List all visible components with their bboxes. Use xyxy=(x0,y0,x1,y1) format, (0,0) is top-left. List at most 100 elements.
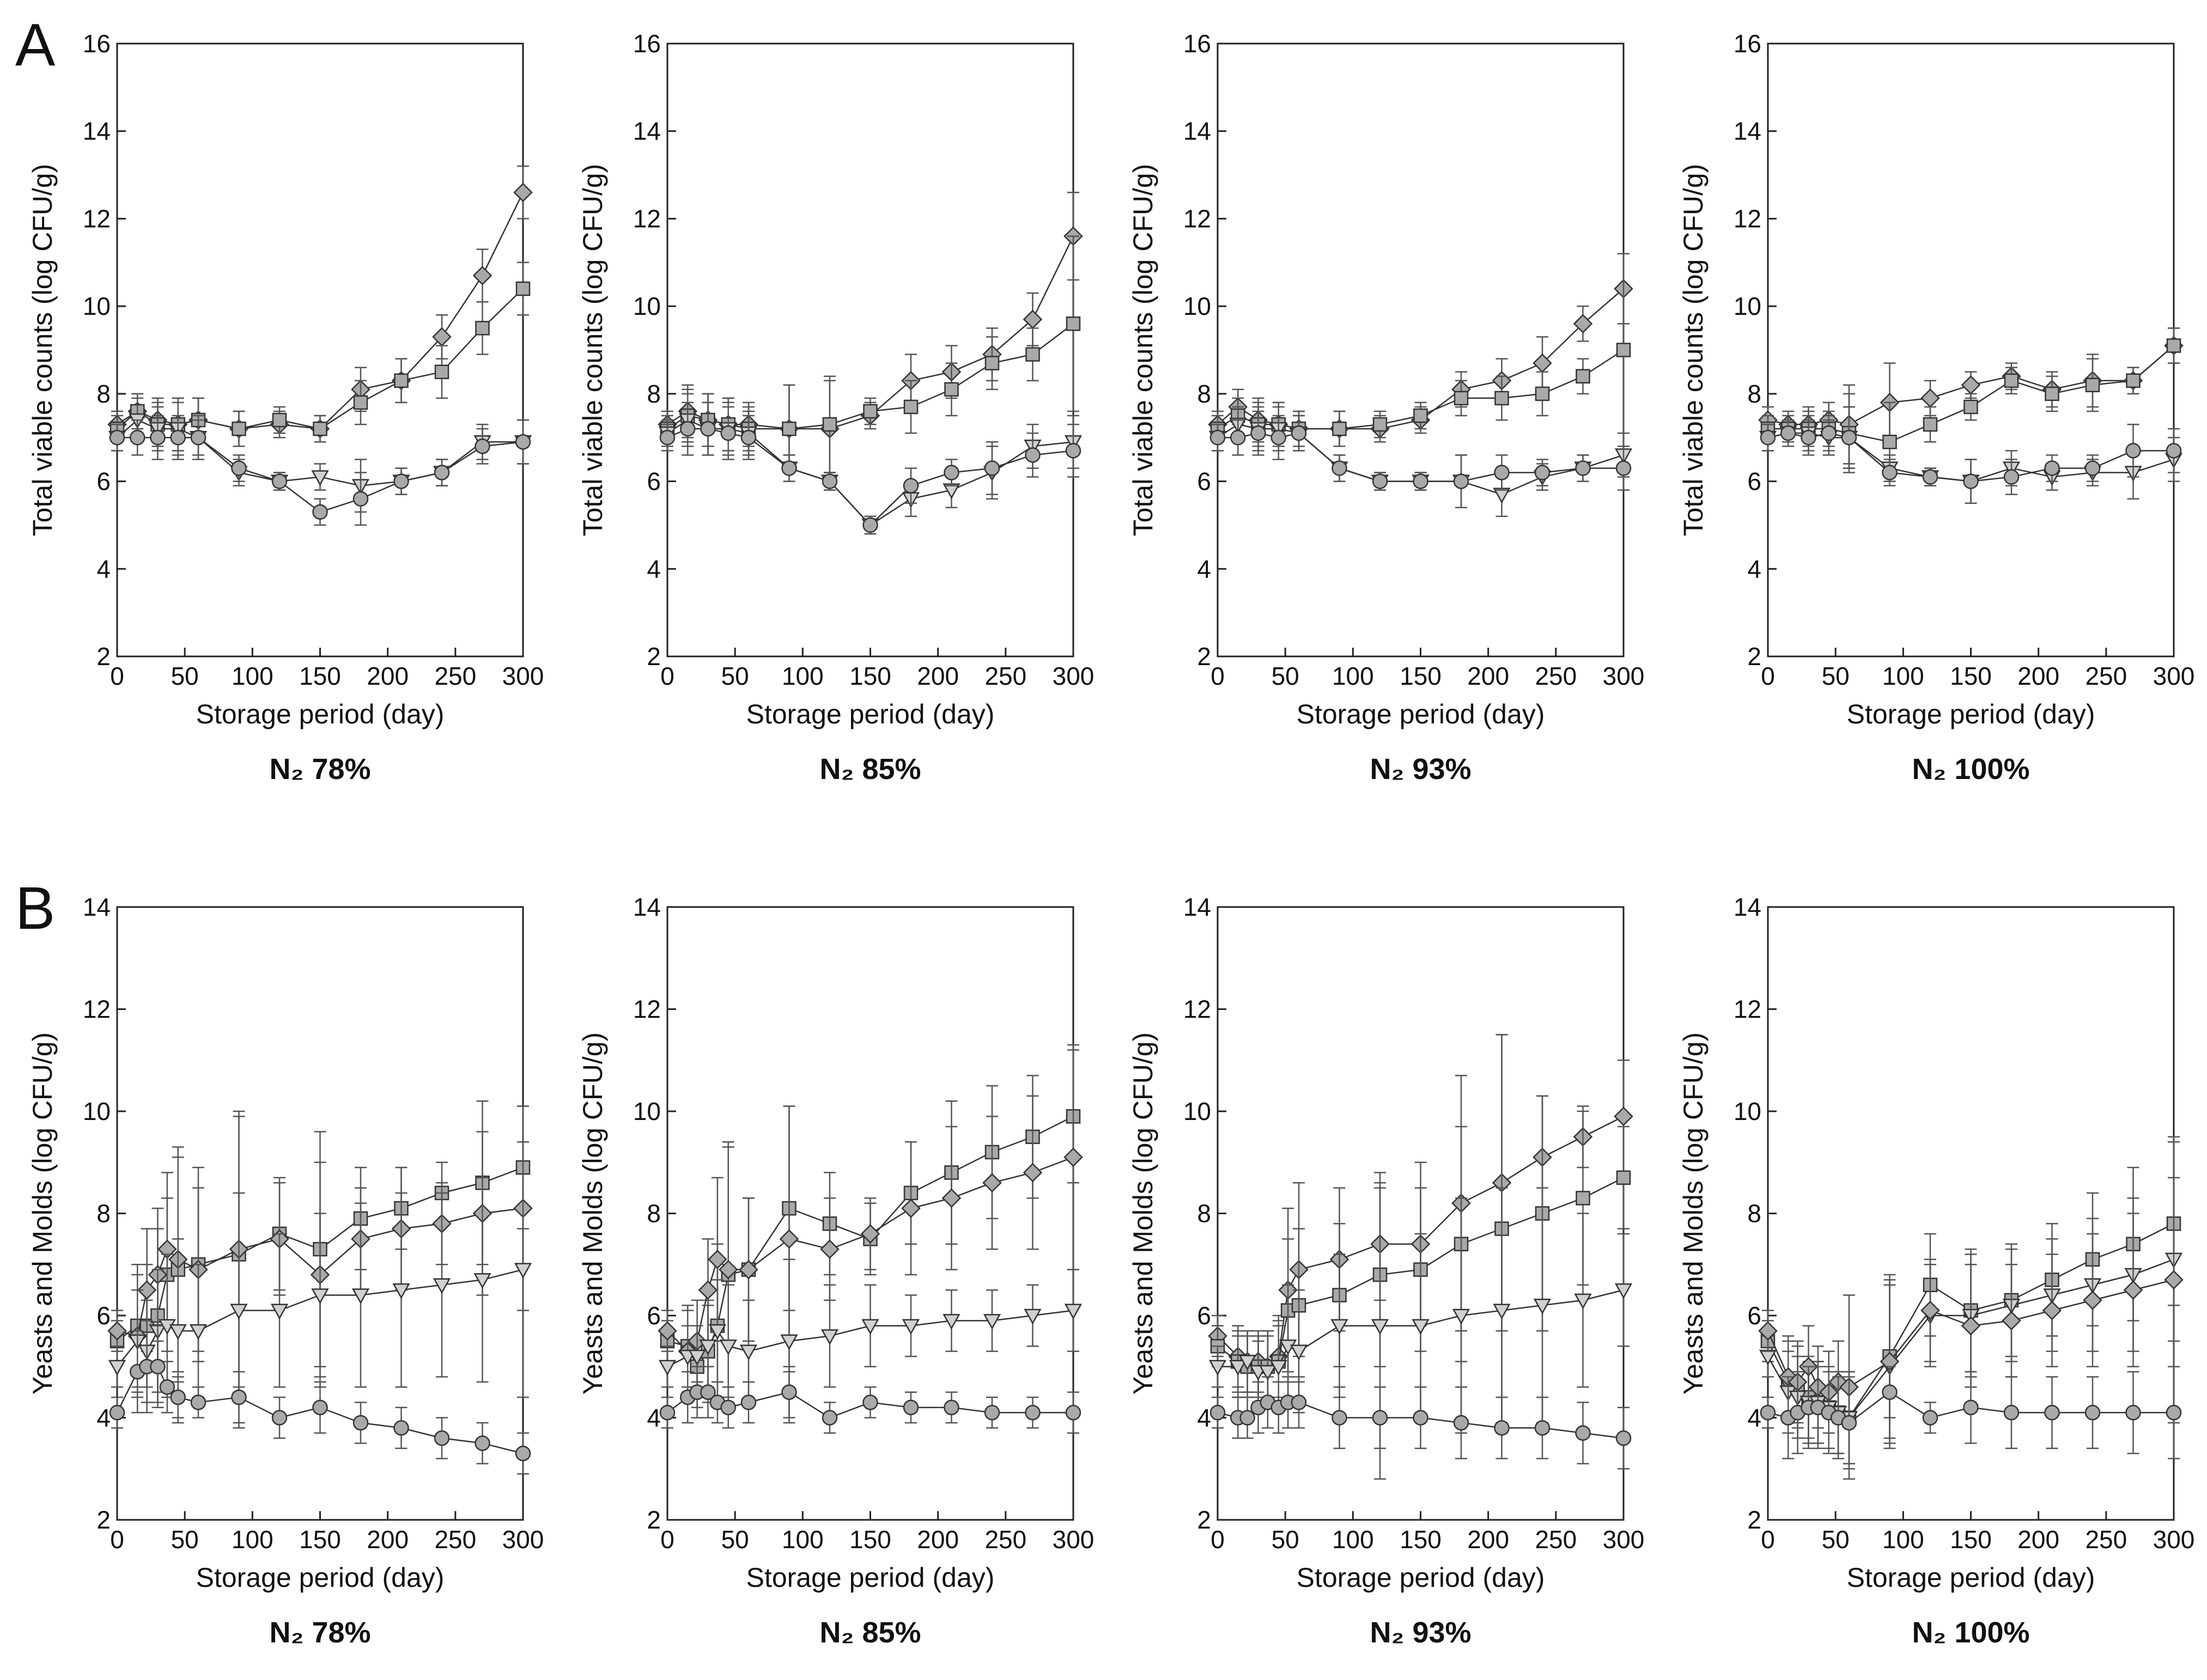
panel-caption: N₂ 85% xyxy=(819,753,921,786)
x-tick-label: 50 xyxy=(1272,1525,1299,1554)
data-point xyxy=(984,1404,1000,1421)
data-point xyxy=(1494,1420,1510,1436)
y-tick-label: 6 xyxy=(1197,1301,1211,1330)
data-point xyxy=(941,1188,962,1208)
data-point xyxy=(1238,1355,1256,1371)
data-point xyxy=(1961,1316,1981,1336)
data-point xyxy=(1291,1395,1307,1410)
panel-caption: N₂ 85% xyxy=(819,1616,921,1649)
y-tick-label: 8 xyxy=(647,380,661,408)
y-tick-label: 12 xyxy=(1734,995,1761,1024)
data-point xyxy=(1239,1410,1255,1426)
data-point xyxy=(2084,460,2101,476)
data-point xyxy=(434,465,450,480)
data-point xyxy=(2166,338,2181,353)
data-point xyxy=(1760,1404,1776,1421)
data-point xyxy=(1616,1170,1631,1185)
x-tick-label: 0 xyxy=(1761,662,1775,690)
data-point xyxy=(109,429,125,446)
y-axis-title: Yeasts and Molds (log CFU/g) xyxy=(1128,1032,1158,1395)
y-tick-label: 14 xyxy=(1734,893,1761,921)
data-point xyxy=(190,429,206,446)
data-point xyxy=(1063,1147,1083,1167)
data-point xyxy=(352,491,369,507)
data-point xyxy=(903,1399,919,1415)
x-tick-label: 200 xyxy=(367,1525,409,1554)
x-tick-label: 100 xyxy=(782,662,824,690)
data-point xyxy=(2042,1300,2062,1320)
series-circle xyxy=(109,1320,531,1475)
data-point xyxy=(860,1224,880,1244)
data-point xyxy=(2003,469,2020,485)
data-point xyxy=(1025,1404,1041,1421)
data-point xyxy=(433,1278,451,1294)
x-tick-label: 100 xyxy=(1882,662,1924,690)
data-point xyxy=(781,1384,797,1400)
x-tick-label: 300 xyxy=(502,1525,544,1554)
x-tick-label: 200 xyxy=(1467,662,1509,690)
data-point xyxy=(1616,343,1631,357)
data-point xyxy=(698,1280,718,1300)
x-tick-label: 0 xyxy=(1211,1525,1225,1554)
tvc-panel-1: 0 50 100 150 200 250 300 2 4 6 8 10 12 14 16 Storage pe… xyxy=(27,29,544,786)
y-tick-label: 2 xyxy=(1747,642,1761,671)
data-point xyxy=(822,473,838,489)
y-tick-label: 10 xyxy=(1734,1097,1761,1125)
data-point xyxy=(2003,1404,2020,1421)
data-point xyxy=(1922,1410,1938,1426)
data-point xyxy=(137,1280,157,1300)
data-point xyxy=(782,421,797,436)
series-square xyxy=(1760,327,2181,482)
x-tick-label: 150 xyxy=(299,1525,341,1554)
data-point xyxy=(820,1239,840,1259)
x-axis-title: Storage period (day) xyxy=(196,1562,445,1593)
y-tick-label: 12 xyxy=(83,995,111,1024)
data-point xyxy=(1372,473,1388,489)
y-tick-label: 12 xyxy=(1183,204,1211,233)
tvc-panel-2-frame xyxy=(666,42,1074,658)
data-point xyxy=(475,321,490,336)
y-tick-label: 4 xyxy=(647,555,661,583)
data-point xyxy=(434,1430,450,1446)
y-tick-label: 8 xyxy=(1747,380,1761,408)
y-tick-label: 2 xyxy=(647,1506,661,1534)
y-axis-title: Total viable counts (log CFU/g) xyxy=(27,164,58,537)
y-tick-label: 6 xyxy=(96,467,111,496)
y-tick-label: 6 xyxy=(647,1301,661,1330)
x-axis-title: Storage period (day) xyxy=(746,699,995,729)
data-point xyxy=(1614,1283,1633,1299)
y-tick-label: 8 xyxy=(1197,1200,1211,1228)
data-point xyxy=(2125,1404,2141,1421)
data-point xyxy=(658,1360,677,1376)
data-point xyxy=(1760,429,1776,446)
data-point xyxy=(1841,1415,1857,1431)
series-diamond xyxy=(658,1044,1083,1398)
x-tick-label: 150 xyxy=(849,1525,891,1554)
ym-panel-2: 0 50 100 150 200 250 300 2 4 6 8 10 12 14 Storage peri… xyxy=(577,893,1094,1649)
series-triangle xyxy=(1208,1172,1633,1480)
y-tick-label: 14 xyxy=(83,117,111,145)
data-point xyxy=(1453,473,1469,489)
data-point xyxy=(1454,391,1469,406)
x-tick-label: 250 xyxy=(984,662,1026,690)
data-point xyxy=(473,1273,491,1289)
x-tick-label: 100 xyxy=(1332,662,1374,690)
y-tick-label: 14 xyxy=(1183,117,1211,145)
y-tick-label: 6 xyxy=(96,1301,111,1330)
data-point xyxy=(780,1334,798,1350)
data-point xyxy=(2126,373,2141,388)
ym-panel-3: 0 50 100 150 200 250 300 2 4 6 8 10 12 14 Storage peri… xyxy=(1128,893,1644,1649)
data-point xyxy=(708,1324,727,1340)
data-point xyxy=(1534,1420,1551,1436)
y-tick-label: 16 xyxy=(633,29,661,58)
data-point xyxy=(944,1399,959,1415)
x-tick-label: 50 xyxy=(1822,1525,1850,1554)
data-point xyxy=(822,1410,838,1426)
x-tick-label: 0 xyxy=(1761,1525,1775,1554)
x-tick-label: 300 xyxy=(502,662,544,690)
y-tick-label: 8 xyxy=(1197,380,1211,408)
data-point xyxy=(1882,1384,1898,1400)
y-tick-label: 8 xyxy=(96,1200,111,1228)
data-point xyxy=(351,1288,370,1305)
data-point xyxy=(311,1288,329,1305)
